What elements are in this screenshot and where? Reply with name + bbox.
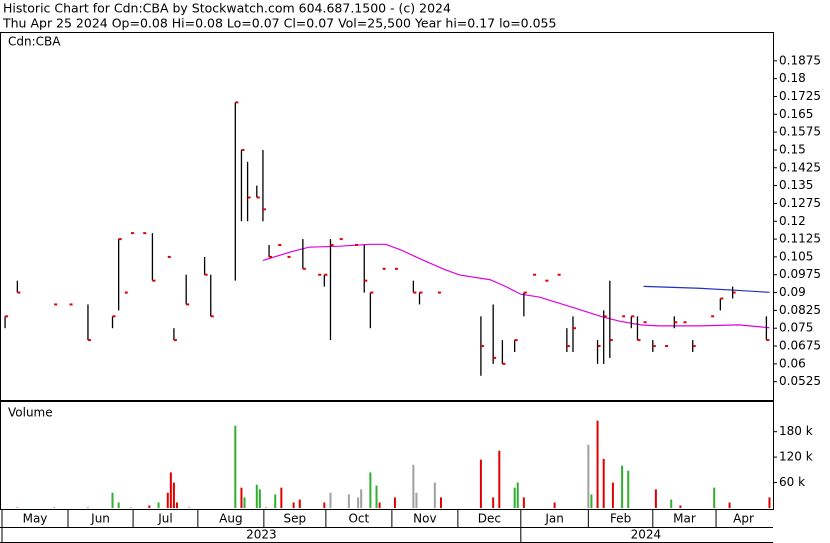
volume-bar — [255, 484, 258, 508]
y-tick-label: 0.1425 — [779, 160, 821, 174]
volume-bar — [369, 472, 372, 508]
y-tick-label: 180 k — [779, 424, 813, 438]
volume-bar — [243, 497, 246, 508]
volume-bar — [258, 489, 261, 508]
volume-bar — [347, 494, 350, 508]
volume-bar — [117, 502, 120, 508]
y-tick-label: 0.06 — [779, 356, 806, 370]
volume-bar — [292, 502, 295, 508]
chart-title: Historic Chart for Cdn:CBA by Stockwatch… — [3, 1, 451, 16]
y-tick-label: 0.18 — [779, 71, 806, 85]
volume-bar — [590, 494, 593, 508]
volume-bar — [621, 465, 624, 508]
year-label: 2024 — [631, 528, 662, 542]
volume-bar — [274, 494, 277, 508]
x-tick-label: Jan — [544, 512, 564, 526]
volume-bar — [378, 502, 381, 508]
volume-bar — [654, 489, 657, 508]
x-tick-label: Oct — [348, 512, 369, 526]
volume-bar — [602, 458, 605, 508]
volume-bar — [298, 499, 301, 508]
y-tick-label: 120 k — [779, 450, 813, 464]
volume-title: Volume — [8, 406, 53, 420]
y-tick-label: 0.1725 — [779, 89, 821, 103]
volume-bar — [375, 485, 378, 508]
y-tick-label: 0.12 — [779, 214, 806, 228]
volume-bar — [240, 487, 243, 508]
volume-bar — [148, 505, 151, 508]
volume-bar — [516, 482, 519, 508]
volume-bar — [415, 492, 418, 508]
x-tick-label: Feb — [610, 512, 631, 526]
volume-bar — [479, 459, 482, 508]
volume-bar — [329, 492, 332, 508]
volume-bar — [611, 482, 614, 508]
y-tick-label: 0.1875 — [779, 53, 821, 67]
y-tick-label: 0.1575 — [779, 125, 821, 139]
volume-bar — [768, 497, 771, 508]
volume-bar — [522, 497, 525, 508]
volume-bar — [412, 464, 415, 508]
volume-bar — [111, 492, 114, 508]
x-tick-label: Apr — [733, 512, 754, 526]
volume-bar — [357, 497, 360, 508]
volume-bar — [728, 502, 731, 508]
x-tick-label: Aug — [219, 512, 242, 526]
y-tick-label: 0.075 — [779, 321, 813, 335]
x-tick-label: Nov — [413, 512, 436, 526]
volume-bar — [166, 492, 169, 508]
y-tick-label: 0.0975 — [779, 267, 821, 281]
volume-bar — [433, 482, 436, 508]
volume-bar — [587, 444, 590, 508]
volume-bar — [175, 502, 178, 508]
price-frame — [0, 32, 774, 401]
y-tick-label: 0.1125 — [779, 232, 821, 246]
y-tick-label: 0.09 — [779, 285, 806, 299]
y-tick-label: 0.15 — [779, 142, 806, 156]
volume-bar — [492, 497, 495, 508]
volume-bar — [670, 499, 673, 508]
y-tick-label: 0.0675 — [779, 339, 821, 353]
x-tick-label: Sep — [284, 512, 307, 526]
y-tick-label: 0.105 — [779, 249, 813, 263]
moving-average — [262, 243, 770, 329]
y-tick-label: 0.0825 — [779, 303, 821, 317]
x-tick-label: May — [23, 512, 48, 526]
volume-bar — [679, 505, 682, 508]
y-tick-label: 0.0525 — [779, 374, 821, 388]
volume-bar — [360, 489, 363, 508]
volume-bar — [393, 497, 396, 508]
y-tick-label: 60 k — [779, 475, 805, 489]
y-tick-label: 0.135 — [779, 178, 813, 192]
volume-bar — [439, 497, 442, 508]
symbol-label: Cdn:CBA — [8, 35, 61, 49]
volume-bar — [172, 482, 175, 508]
volume-bar — [280, 487, 283, 508]
volume-bar — [323, 502, 326, 508]
volume-frame — [0, 401, 774, 510]
volume-bar — [513, 487, 516, 508]
y-tick-label: 0.1275 — [779, 196, 821, 210]
volume-bar — [596, 420, 599, 508]
moving-average — [643, 285, 770, 293]
chart-subtitle: Thu Apr 25 2024 Op=0.08 Hi=0.08 Lo=0.07 … — [2, 16, 556, 31]
x-tick-label: Mar — [673, 512, 696, 526]
volume-bar — [157, 502, 160, 508]
y-tick-label: 0.165 — [779, 107, 813, 121]
volume-bar — [169, 472, 172, 508]
volume-bar — [498, 450, 501, 508]
x-tick-label: Jul — [157, 512, 172, 526]
x-tick-label: Jun — [90, 512, 110, 526]
year-label: 2023 — [246, 528, 277, 542]
volume-bar — [553, 502, 556, 508]
volume-bar — [234, 425, 237, 508]
volume-bar — [713, 487, 716, 508]
volume-bar — [627, 470, 630, 508]
x-tick-label: Dec — [478, 512, 501, 526]
